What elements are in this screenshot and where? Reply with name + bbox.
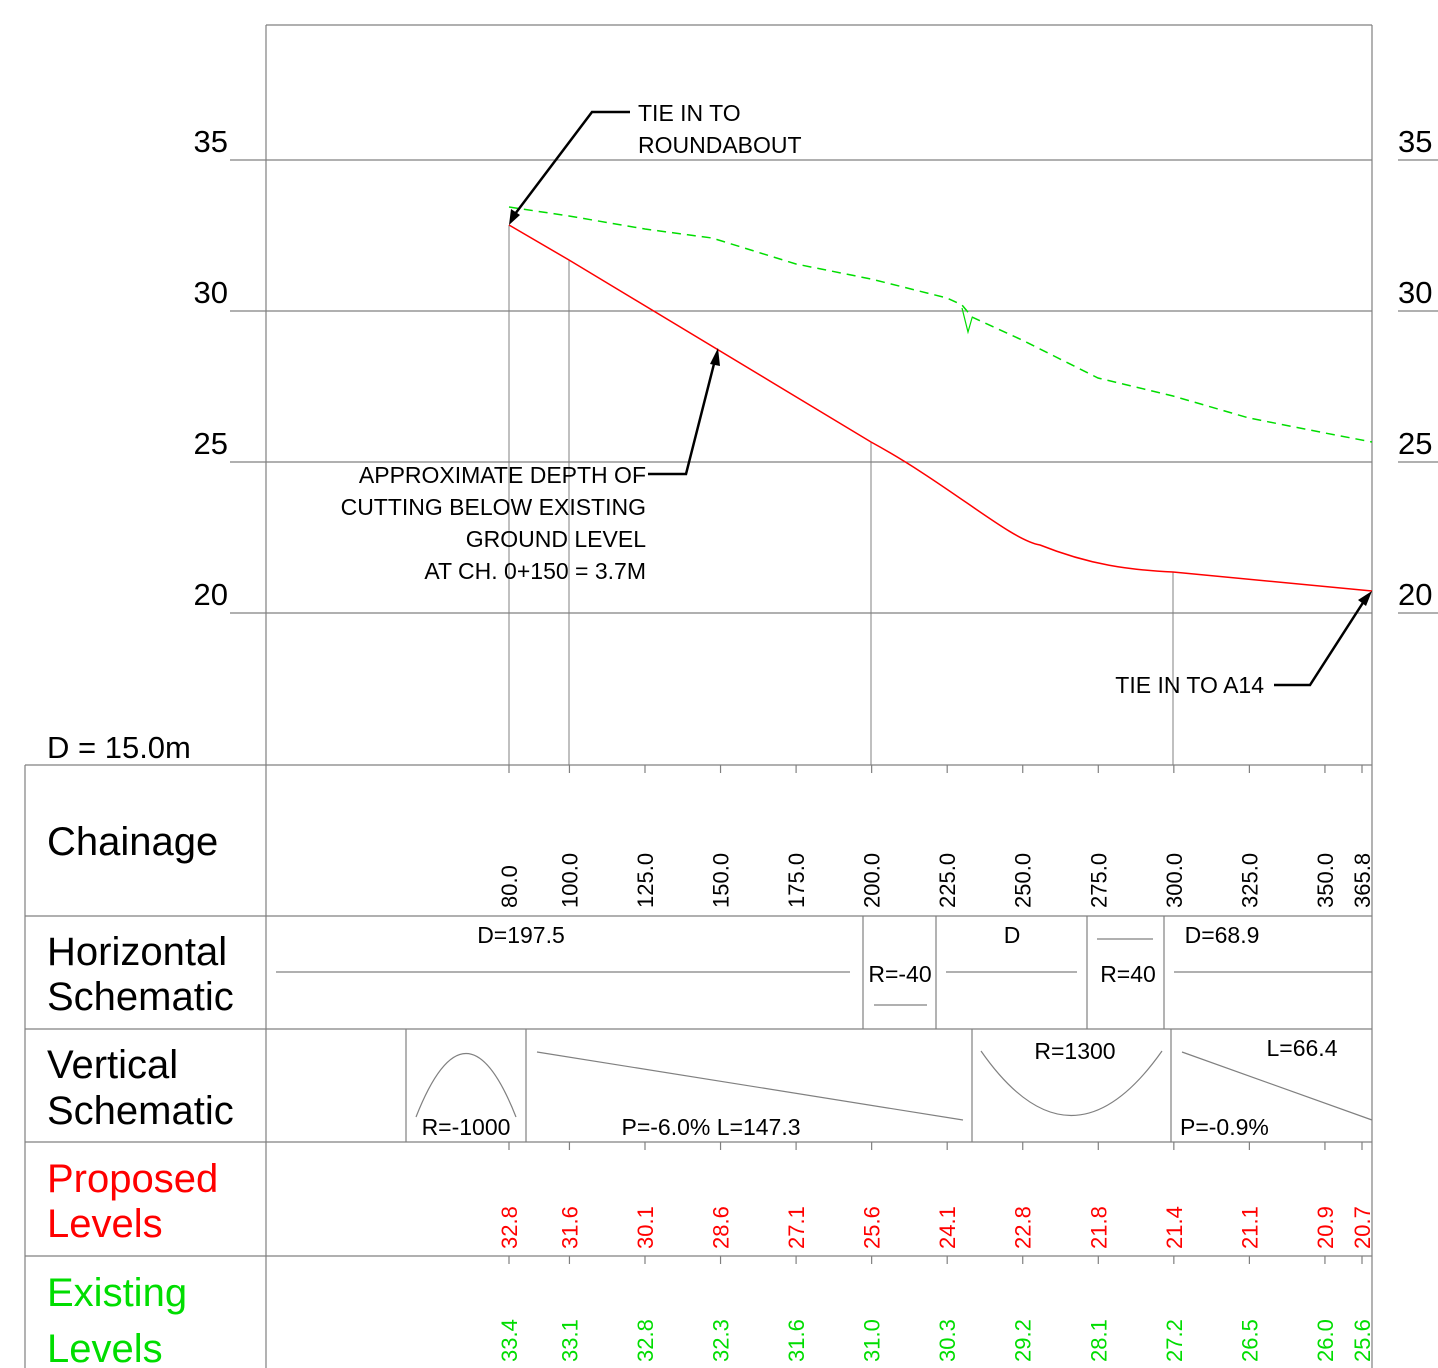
existing-level-label-3: 32.3: [709, 1319, 734, 1362]
level-label-right-35: 35: [1398, 124, 1432, 159]
h-d1: D=197.5: [477, 922, 565, 948]
proposed-level-label-12: 20.7: [1350, 1206, 1375, 1249]
existing-ground-kink: [961, 307, 973, 335]
proposed-level-label-1: 31.6: [557, 1206, 582, 1249]
existing-ground-line: [508, 206, 1373, 443]
svg-text:TIE IN TO A14: TIE IN TO A14: [1115, 672, 1264, 698]
row-label-existing-1: Existing: [47, 1271, 187, 1315]
row-labels: Chainage Horizontal Schematic Vertical S…: [47, 820, 234, 1368]
vertical-schematic-row: R=-1000 P=-6.0% L=147.3 R=1300 P=-0.9% L…: [415, 1035, 1373, 1140]
chainage-label-0: 80.0: [497, 865, 522, 908]
existing-level-label-11: 26.0: [1313, 1319, 1338, 1362]
existing-level-label-9: 27.2: [1162, 1319, 1187, 1362]
existing-level-label-6: 30.3: [935, 1319, 960, 1362]
proposed-level-label-11: 20.9: [1313, 1206, 1338, 1249]
h-d2: D: [1004, 922, 1021, 948]
chainage-value-labels: 80.0 100.0 125.0 150.0 175.0 200.0 225.0 250.0 2…: [497, 853, 1375, 908]
table-grid: [24, 764, 1372, 1368]
existing-level-label-1: 33.1: [557, 1319, 582, 1362]
chainage-label-9: 300.0: [1162, 853, 1187, 908]
level-label-left-20: 20: [194, 577, 228, 612]
level-grid-lines: [230, 159, 1438, 614]
level-axis-right: 35 30 25 20: [1398, 124, 1432, 612]
chainage-label-12: 365.8: [1350, 853, 1375, 908]
proposed-level-label-7: 22.8: [1011, 1206, 1036, 1249]
svg-text:ROUNDABOUT: ROUNDABOUT: [638, 132, 802, 158]
proposed-level-label-9: 21.4: [1162, 1206, 1187, 1249]
plot-chainage-lines: [508, 225, 1174, 765]
annotation-cutting-depth: APPROXIMATE DEPTH OF CUTTING BELOW EXIST…: [341, 348, 720, 584]
existing-level-label-10: 26.5: [1237, 1319, 1262, 1362]
chainage-label-11: 350.0: [1313, 853, 1338, 908]
proposed-level-label-0: 32.8: [497, 1206, 522, 1249]
existing-level-label-7: 29.2: [1011, 1319, 1036, 1362]
existing-level-label-5: 31.0: [860, 1319, 885, 1362]
h-r2: R=40: [1100, 961, 1156, 987]
proposed-level-label-4: 27.1: [784, 1206, 809, 1249]
svg-text:CUTTING BELOW EXISTING: CUTTING BELOW EXISTING: [341, 494, 646, 520]
row-label-vertical-1: Vertical: [47, 1043, 178, 1087]
annotation-tie-roundabout: TIE IN TO ROUNDABOUT: [509, 100, 802, 225]
svg-text:APPROXIMATE DEPTH OF: APPROXIMATE DEPTH OF: [359, 462, 646, 488]
row-label-horizontal-1: Horizontal: [47, 930, 227, 974]
level-label-right-25: 25: [1398, 426, 1432, 461]
chainage-ticks: [508, 765, 1363, 1264]
chainage-label-7: 250.0: [1011, 853, 1036, 908]
chainage-label-10: 325.0: [1237, 853, 1262, 908]
proposed-level-label-10: 21.1: [1237, 1206, 1262, 1249]
proposed-level-labels: 32.8 31.6 30.1 28.6 27.1 25.6 24.1 22.8 21.8 21.4…: [497, 1206, 1375, 1249]
existing-level-label-0: 33.4: [497, 1319, 522, 1362]
level-axis-left: 35 30 25 20: [194, 124, 228, 612]
plot-frame: [265, 24, 1373, 1368]
h-r1: R=-40: [868, 961, 931, 987]
proposed-level-label-5: 25.6: [860, 1206, 885, 1249]
datum-label: D = 15.0m: [47, 730, 191, 765]
row-label-chainage: Chainage: [47, 820, 218, 864]
existing-level-label-2: 32.8: [633, 1319, 658, 1362]
row-label-proposed-2: Levels: [47, 1202, 163, 1246]
row-label-proposed-1: Proposed: [47, 1157, 218, 1201]
proposed-level-label-2: 30.1: [633, 1206, 658, 1249]
proposed-level-label-3: 28.6: [709, 1206, 734, 1249]
svg-text:TIE IN TO: TIE IN TO: [638, 100, 741, 126]
chainage-label-1: 100.0: [557, 853, 582, 908]
v-r1: R=-1000: [422, 1114, 511, 1140]
chainage-label-5: 200.0: [860, 853, 885, 908]
chainage-label-2: 125.0: [633, 853, 658, 908]
row-label-horizontal-2: Schematic: [47, 975, 234, 1019]
chainage-label-4: 175.0: [784, 853, 809, 908]
existing-level-label-8: 28.1: [1086, 1319, 1111, 1362]
row-label-existing-2: Levels: [47, 1327, 163, 1368]
proposed-level-line: [508, 224, 1373, 592]
level-label-left-30: 30: [194, 275, 228, 310]
v-r2: R=1300: [1034, 1038, 1115, 1064]
level-label-left-35: 35: [194, 124, 228, 159]
chainage-label-3: 150.0: [709, 853, 734, 908]
annotation-tie-a14: TIE IN TO A14: [1115, 591, 1372, 698]
row-label-vertical-2: Schematic: [47, 1089, 234, 1133]
v-length2: L=66.4: [1267, 1035, 1338, 1061]
chainage-label-6: 225.0: [935, 853, 960, 908]
existing-level-label-12: 25.6: [1350, 1319, 1375, 1362]
horizontal-schematic-row: D=197.5 R=-40 D R=40 D=68.9: [276, 922, 1372, 1006]
chainage-label-8: 275.0: [1086, 853, 1111, 908]
svg-text:GROUND LEVEL: GROUND LEVEL: [466, 526, 646, 552]
existing-level-label-4: 31.6: [784, 1319, 809, 1362]
proposed-level-label-8: 21.8: [1086, 1206, 1111, 1249]
svg-text:AT CH. 0+150 = 3.7M: AT CH. 0+150 = 3.7M: [424, 558, 646, 584]
level-label-left-25: 25: [194, 426, 228, 461]
existing-level-labels: 33.4 33.1 32.8 32.3 31.6 31.0 30.3 29.2 28.1 27.2…: [497, 1319, 1375, 1362]
level-label-right-30: 30: [1398, 275, 1432, 310]
v-grade1: P=-6.0% L=147.3: [621, 1114, 800, 1140]
level-label-right-20: 20: [1398, 577, 1432, 612]
proposed-level-label-6: 24.1: [935, 1206, 960, 1249]
h-d3: D=68.9: [1185, 922, 1260, 948]
v-grade2: P=-0.9%: [1180, 1114, 1269, 1140]
